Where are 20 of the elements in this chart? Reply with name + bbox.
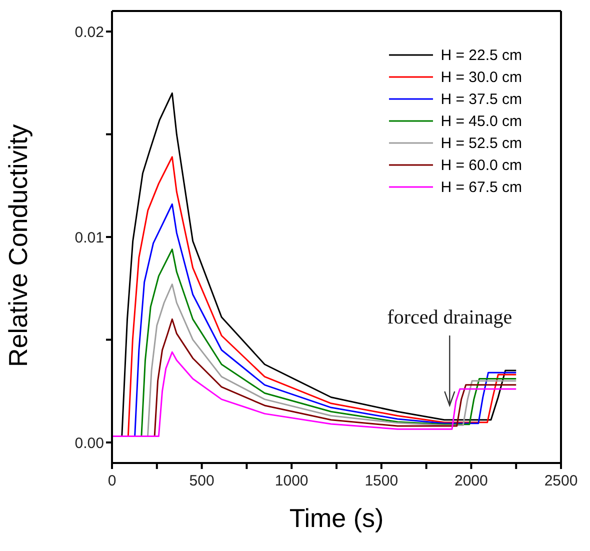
annotation: forced drainage: [387, 306, 512, 328]
x-tick-label: 2000: [454, 472, 488, 490]
legend-label: H = 67.5 cm: [440, 178, 522, 196]
y-tick-label: 0.01: [74, 229, 104, 246]
legend-label: H = 37.5 cm: [440, 90, 522, 108]
legend-label: H = 22.5 cm: [440, 46, 522, 64]
x-tick-label: 500: [189, 472, 214, 490]
x-tick-label: 1500: [364, 472, 398, 490]
legend-label: H = 52.5 cm: [440, 134, 522, 152]
line-series: [112, 351, 517, 438]
y-axis-title: Relative Conductivity: [3, 124, 34, 367]
y-tick-label: 0.00: [74, 434, 104, 452]
x-axis-title: Time (s): [289, 503, 384, 533]
legend-label: H = 45.0 cm: [440, 112, 522, 130]
legend-label: H = 60.0 cm: [440, 156, 522, 174]
legend-label: H = 30.0 cm: [440, 68, 522, 86]
y-tick-label: 0.02: [74, 24, 104, 41]
x-tick-label: 0: [108, 472, 116, 490]
x-tick-label: 1000: [274, 472, 308, 490]
x-tick-label: 2500: [544, 472, 578, 490]
